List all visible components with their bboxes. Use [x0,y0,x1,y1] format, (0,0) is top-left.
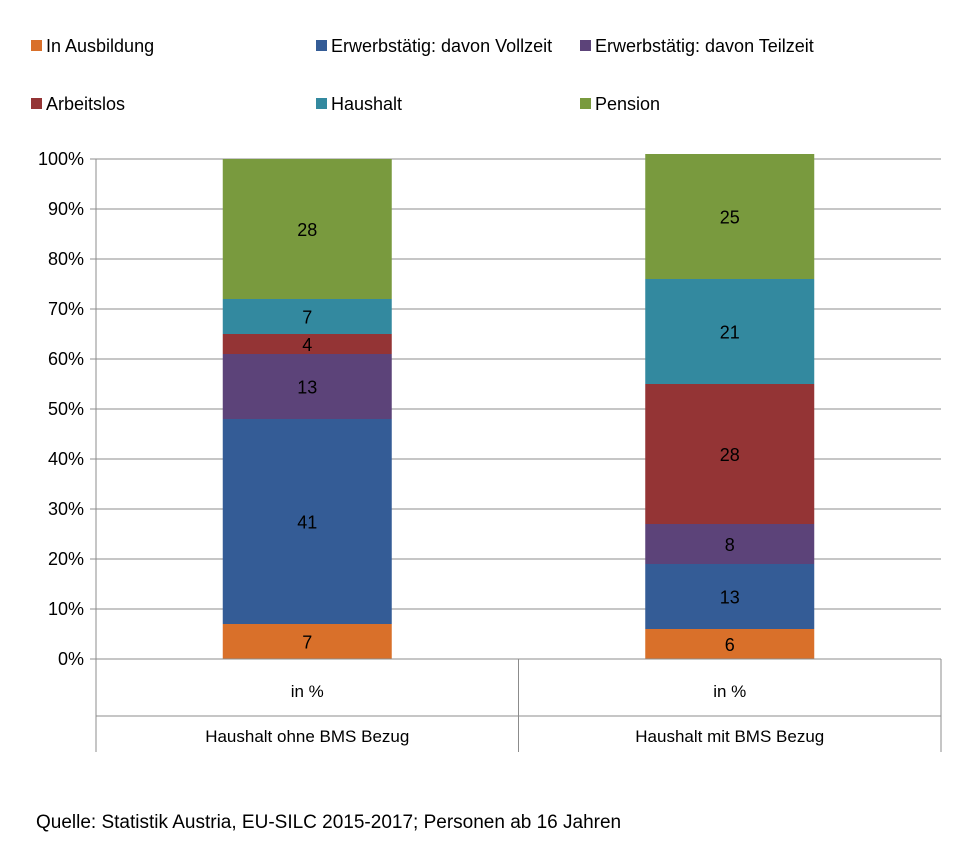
bar-erwerbst-tig-davon-vollzeit-1 [222,419,392,624]
data-label-erwerbst-tig-davon-vollzeit-1: 41 [297,513,317,533]
legend-label-arbeitslos: Arbeitslos [46,94,125,114]
x-subcategory-label: in % [291,682,324,701]
y-axis-ticks: 0% 10% 20% 30% 40% 50% 60% 70% 80% 90% 100% [38,149,84,669]
bar-in-ausbildung-1 [222,624,392,659]
y-tick-label: 30% [48,499,84,519]
x-category-label: Haushalt mit BMS Bezug [635,727,824,746]
bar-pension-1 [222,159,392,299]
legend-swatch-in-ausbildung [31,40,42,51]
bar-haushalt-2 [645,279,815,384]
bar-arbeitslos-2 [645,384,815,524]
y-tick-label: 10% [48,599,84,619]
bar-erwerbst-tig-davon-teilzeit-2 [645,524,815,564]
data-label-arbeitslos-1: 4 [302,335,312,355]
data-label-erwerbst-tig-davon-teilzeit-2: 8 [725,535,735,555]
x-axis: in % Haushalt ohne BMS Bezug in % Haushalt … [95,658,942,752]
y-tick-label: 100% [38,149,84,169]
y-tick-label: 50% [48,399,84,419]
legend-swatch-arbeitslos [31,98,42,109]
legend-swatch-haushalt [316,98,327,109]
data-label-haushalt-1: 7 [302,308,312,328]
x-category-label: Haushalt ohne BMS Bezug [205,727,409,746]
legend-label-in-ausbildung: In Ausbildung [46,36,154,56]
y-tick-label: 90% [48,199,84,219]
bars: 7 41 13 4 7 28 6 13 8 28 21 25 [222,154,815,659]
y-tick-label: 70% [48,299,84,319]
legend-swatch-erwerbst-tig-davon-teilzeit [580,40,591,51]
data-label-in-ausbildung-2: 6 [725,635,735,655]
data-label-in-ausbildung-1: 7 [302,633,312,653]
y-tick-label: 40% [48,449,84,469]
bar-erwerbst-tig-davon-teilzeit-1 [222,354,392,419]
legend: In Ausbildung Erwerbstätig: davon Vollzei… [31,36,814,114]
bar-haushalt-1 [222,299,392,334]
legend-label-pension: Pension [595,94,660,114]
legend-label-haushalt: Haushalt [331,94,402,114]
bar-erwerbst-tig-davon-vollzeit-2 [645,564,815,629]
y-tick-label: 80% [48,249,84,269]
bar-arbeitslos-1 [222,334,392,354]
legend-label-erwerbst-tig-davon-vollzeit: Erwerbstätig: davon Vollzeit [331,36,552,56]
data-label-pension-2: 25 [720,208,740,228]
y-tick-label: 0% [58,649,84,669]
data-label-haushalt-2: 21 [720,323,740,343]
legend-label-erwerbst-tig-davon-teilzeit: Erwerbstätig: davon Teilzeit [595,36,814,56]
y-tick-label: 60% [48,349,84,369]
x-subcategory-label: in % [713,682,746,701]
data-label-pension-1: 28 [297,220,317,240]
legend-swatch-erwerbst-tig-davon-vollzeit [316,40,327,51]
y-tick-label: 20% [48,549,84,569]
data-label-erwerbst-tig-davon-vollzeit-2: 13 [720,588,740,608]
data-label-erwerbst-tig-davon-teilzeit-1: 13 [297,378,317,398]
legend-swatch-pension [580,98,591,109]
bar-pension-2 [645,154,815,279]
data-label-arbeitslos-2: 28 [720,445,740,465]
bar-in-ausbildung-2 [645,629,815,659]
source-note: Quelle: Statistik Austria, EU-SILC 2015-… [36,812,622,833]
